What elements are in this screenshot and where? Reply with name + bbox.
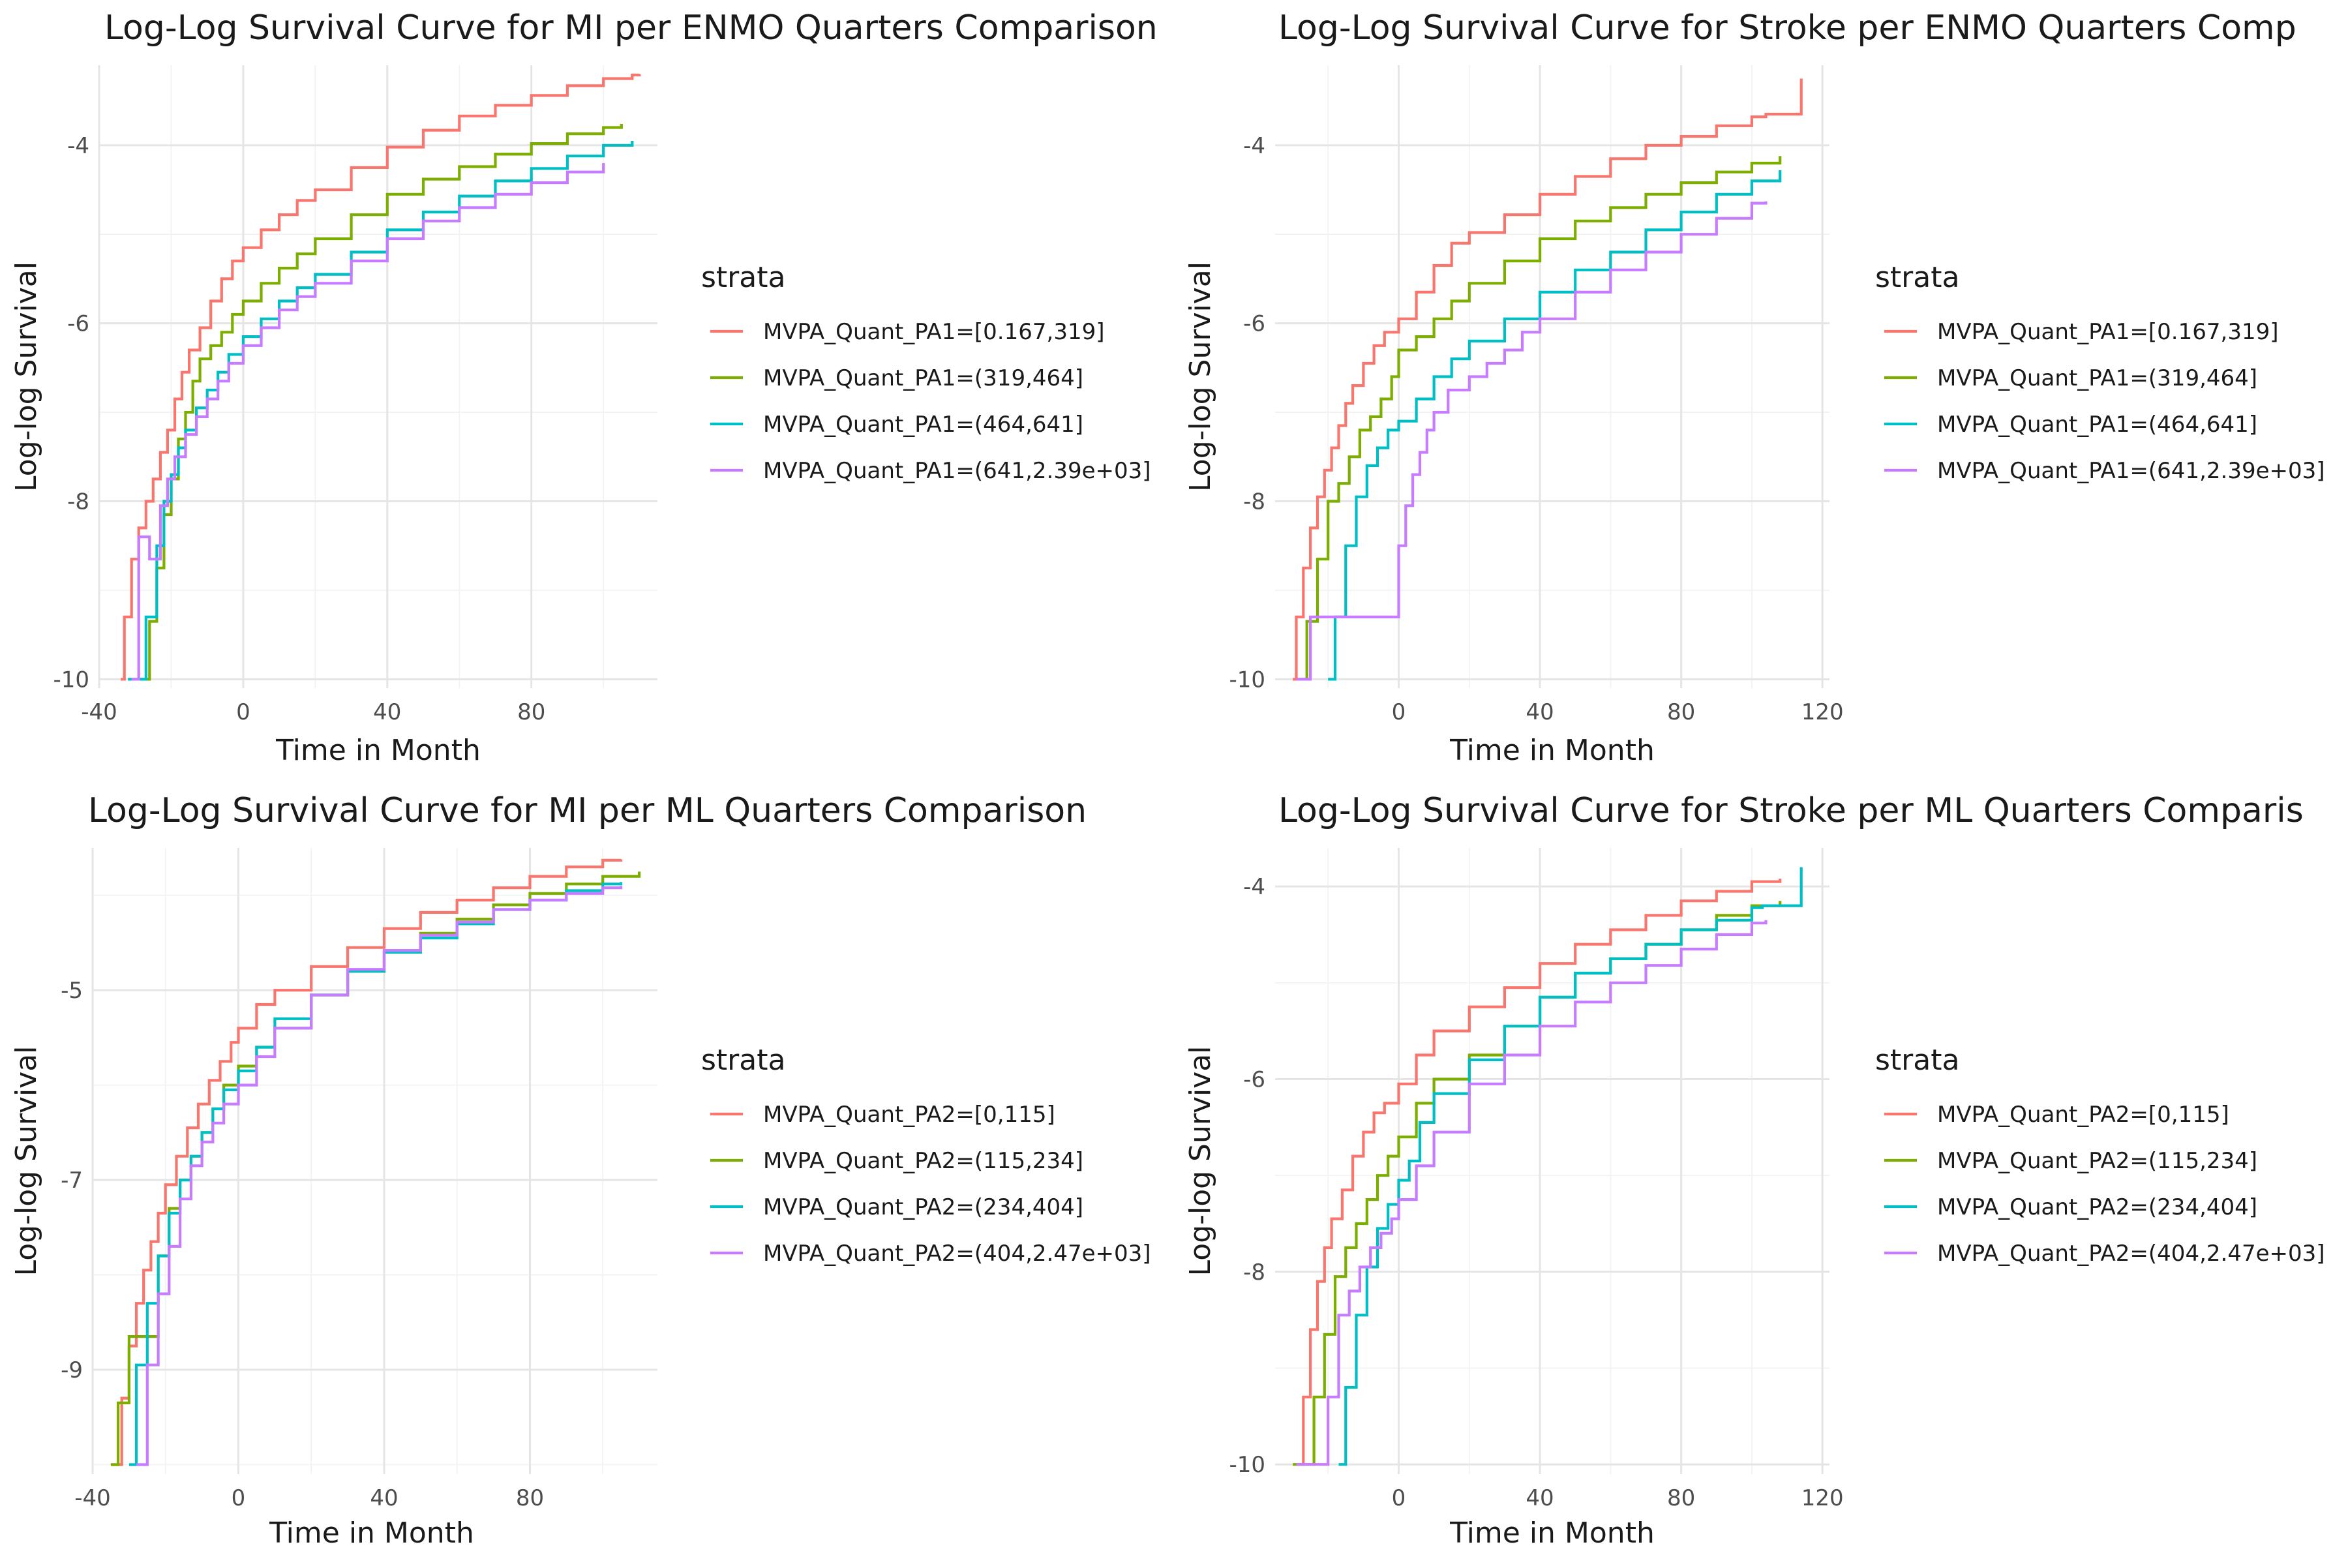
y-tick-label: -10 — [1229, 1452, 1265, 1478]
legend: strata MVPA_Quant_PA2=[0,115] MVPA_Quant_P… — [1875, 1044, 2325, 1267]
series-line-1 — [110, 858, 623, 1466]
y-axis-title: Log-log Survival — [1184, 1046, 1217, 1276]
x-tick-label: -40 — [81, 699, 117, 725]
y-tick-label: -4 — [1243, 874, 1265, 900]
x-tick-label: 40 — [1526, 1485, 1554, 1511]
series-line-1 — [1293, 78, 1803, 681]
x-tick-label: 80 — [517, 699, 545, 725]
legend-label: MVPA_Quant_PA2=(234,404] — [763, 1194, 1083, 1220]
x-tick-label: 0 — [232, 1485, 246, 1511]
series-line-4 — [136, 886, 623, 1466]
legend-title: strata — [701, 261, 785, 294]
legend-label: MVPA_Quant_PA1=(641,2.39e+03] — [763, 458, 1151, 484]
x-axis-title: Time in Month — [275, 734, 481, 767]
y-axis-title: Log-log Survival — [1184, 262, 1217, 492]
legend-label: MVPA_Quant_PA1=(641,2.39e+03] — [1937, 458, 2325, 484]
x-tick-label: 40 — [373, 699, 401, 725]
series-line-4 — [1296, 920, 1768, 1466]
y-tick-label: -8 — [67, 489, 89, 515]
legend: strata MVPA_Quant_PA1=[0.167,319] MVPA_Qua… — [701, 261, 1151, 484]
x-axis-title: Time in Month — [269, 1516, 474, 1550]
y-tick-label: -6 — [1243, 311, 1265, 337]
x-tick-label: 120 — [1801, 699, 1844, 725]
legend-label: MVPA_Quant_PA1=(319,464] — [1937, 365, 2257, 391]
x-tick-label: 40 — [1526, 699, 1554, 725]
x-axis-title: Time in Month — [1449, 1516, 1655, 1550]
series-line-1 — [121, 73, 641, 681]
legend-label: MVPA_Quant_PA2=(115,234] — [1937, 1148, 2257, 1174]
legend-title: strata — [1875, 261, 1959, 294]
legend-label: MVPA_Quant_PA1=(319,464] — [763, 365, 1083, 391]
y-axis-title: Log-log Survival — [10, 262, 43, 492]
legend: strata MVPA_Quant_PA1=[0.167,319] MVPA_Qua… — [1875, 261, 2325, 484]
y-tick-label: -6 — [1243, 1066, 1265, 1093]
x-axis-title: Time in Month — [1449, 734, 1655, 767]
series-line-4 — [1296, 201, 1768, 681]
y-tick-label: -8 — [1243, 1259, 1265, 1286]
chart-panel-1: -40 0 40 80 -10 -8 -6 -4 Log-Log Survival Curve … — [10, 8, 1158, 767]
y-tick-label: -7 — [61, 1168, 83, 1194]
y-tick-label: -9 — [61, 1357, 83, 1383]
y-tick-label: -5 — [61, 978, 83, 1004]
x-tick-label: 0 — [236, 699, 250, 725]
legend-label: MVPA_Quant_PA2=(234,404] — [1937, 1194, 2257, 1220]
legend-title: strata — [701, 1044, 785, 1077]
legend-label: MVPA_Quant_PA2=[0,115] — [763, 1102, 1055, 1128]
series-line-3 — [128, 141, 634, 681]
chart-panel-3: -40 0 40 80 -9 -7 -5 Log-Log Survival Curve for… — [10, 791, 1151, 1550]
legend: strata MVPA_Quant_PA2=[0,115] MVPA_Quant_P… — [701, 1044, 1151, 1267]
y-tick-label: -4 — [67, 133, 89, 159]
legend-label: MVPA_Quant_PA1=(464,641] — [1937, 412, 2257, 438]
series-line-2 — [1293, 901, 1782, 1466]
x-tick-label: 80 — [1667, 699, 1695, 725]
series-line-2 — [1296, 156, 1782, 681]
y-tick-label: -10 — [1229, 667, 1265, 693]
chart-panel-4: 0 40 80 120 -10 -8 -6 -4 Log-Log Survival Curve … — [1184, 791, 2325, 1550]
legend-label: MVPA_Quant_PA2=(404,2.47e+03] — [763, 1241, 1151, 1267]
x-tick-label: 40 — [370, 1485, 398, 1511]
y-tick-label: -10 — [53, 667, 89, 693]
x-tick-label: 80 — [516, 1485, 544, 1511]
x-tick-label: 0 — [1392, 699, 1406, 725]
y-tick-label: -4 — [1243, 133, 1265, 159]
y-tick-label: -6 — [67, 311, 89, 337]
legend-label: MVPA_Quant_PA1=[0.167,319] — [763, 319, 1104, 345]
series-line-1 — [1296, 879, 1782, 1466]
y-tick-label: -8 — [1243, 489, 1265, 515]
legend-title: strata — [1875, 1044, 1959, 1077]
legend-label: MVPA_Quant_PA1=(464,641] — [763, 412, 1083, 438]
chart-panel-2: 0 40 80 120 -10 -8 -6 -4 Log-Log Survival Curve … — [1184, 8, 2325, 767]
chart-title: Log-Log Survival Curve for MI per ENMO Q… — [104, 8, 1158, 48]
legend-label: MVPA_Quant_PA2=(115,234] — [763, 1148, 1083, 1174]
y-axis-title: Log-log Survival — [10, 1046, 43, 1276]
series-line-2 — [138, 124, 623, 681]
x-tick-label: -40 — [74, 1485, 111, 1511]
series-line-3 — [1328, 170, 1782, 681]
chart-title: Log-Log Survival Curve for MI per ML Qua… — [88, 791, 1087, 830]
x-tick-label: 120 — [1801, 1485, 1844, 1511]
series-line-4 — [131, 163, 605, 681]
legend-label: MVPA_Quant_PA1=[0.167,319] — [1937, 319, 2278, 345]
legend-label: MVPA_Quant_PA2=[0,115] — [1937, 1102, 2229, 1128]
legend-label: MVPA_Quant_PA2=(404,2.47e+03] — [1937, 1241, 2325, 1267]
chart-title: Log-Log Survival Curve for Stroke per EN… — [1278, 8, 2296, 48]
series-line-3 — [1338, 867, 1803, 1466]
x-tick-label: 80 — [1667, 1485, 1695, 1511]
x-tick-label: 0 — [1392, 1485, 1406, 1511]
chart-title: Log-Log Survival Curve for Stroke per ML… — [1278, 791, 2304, 830]
